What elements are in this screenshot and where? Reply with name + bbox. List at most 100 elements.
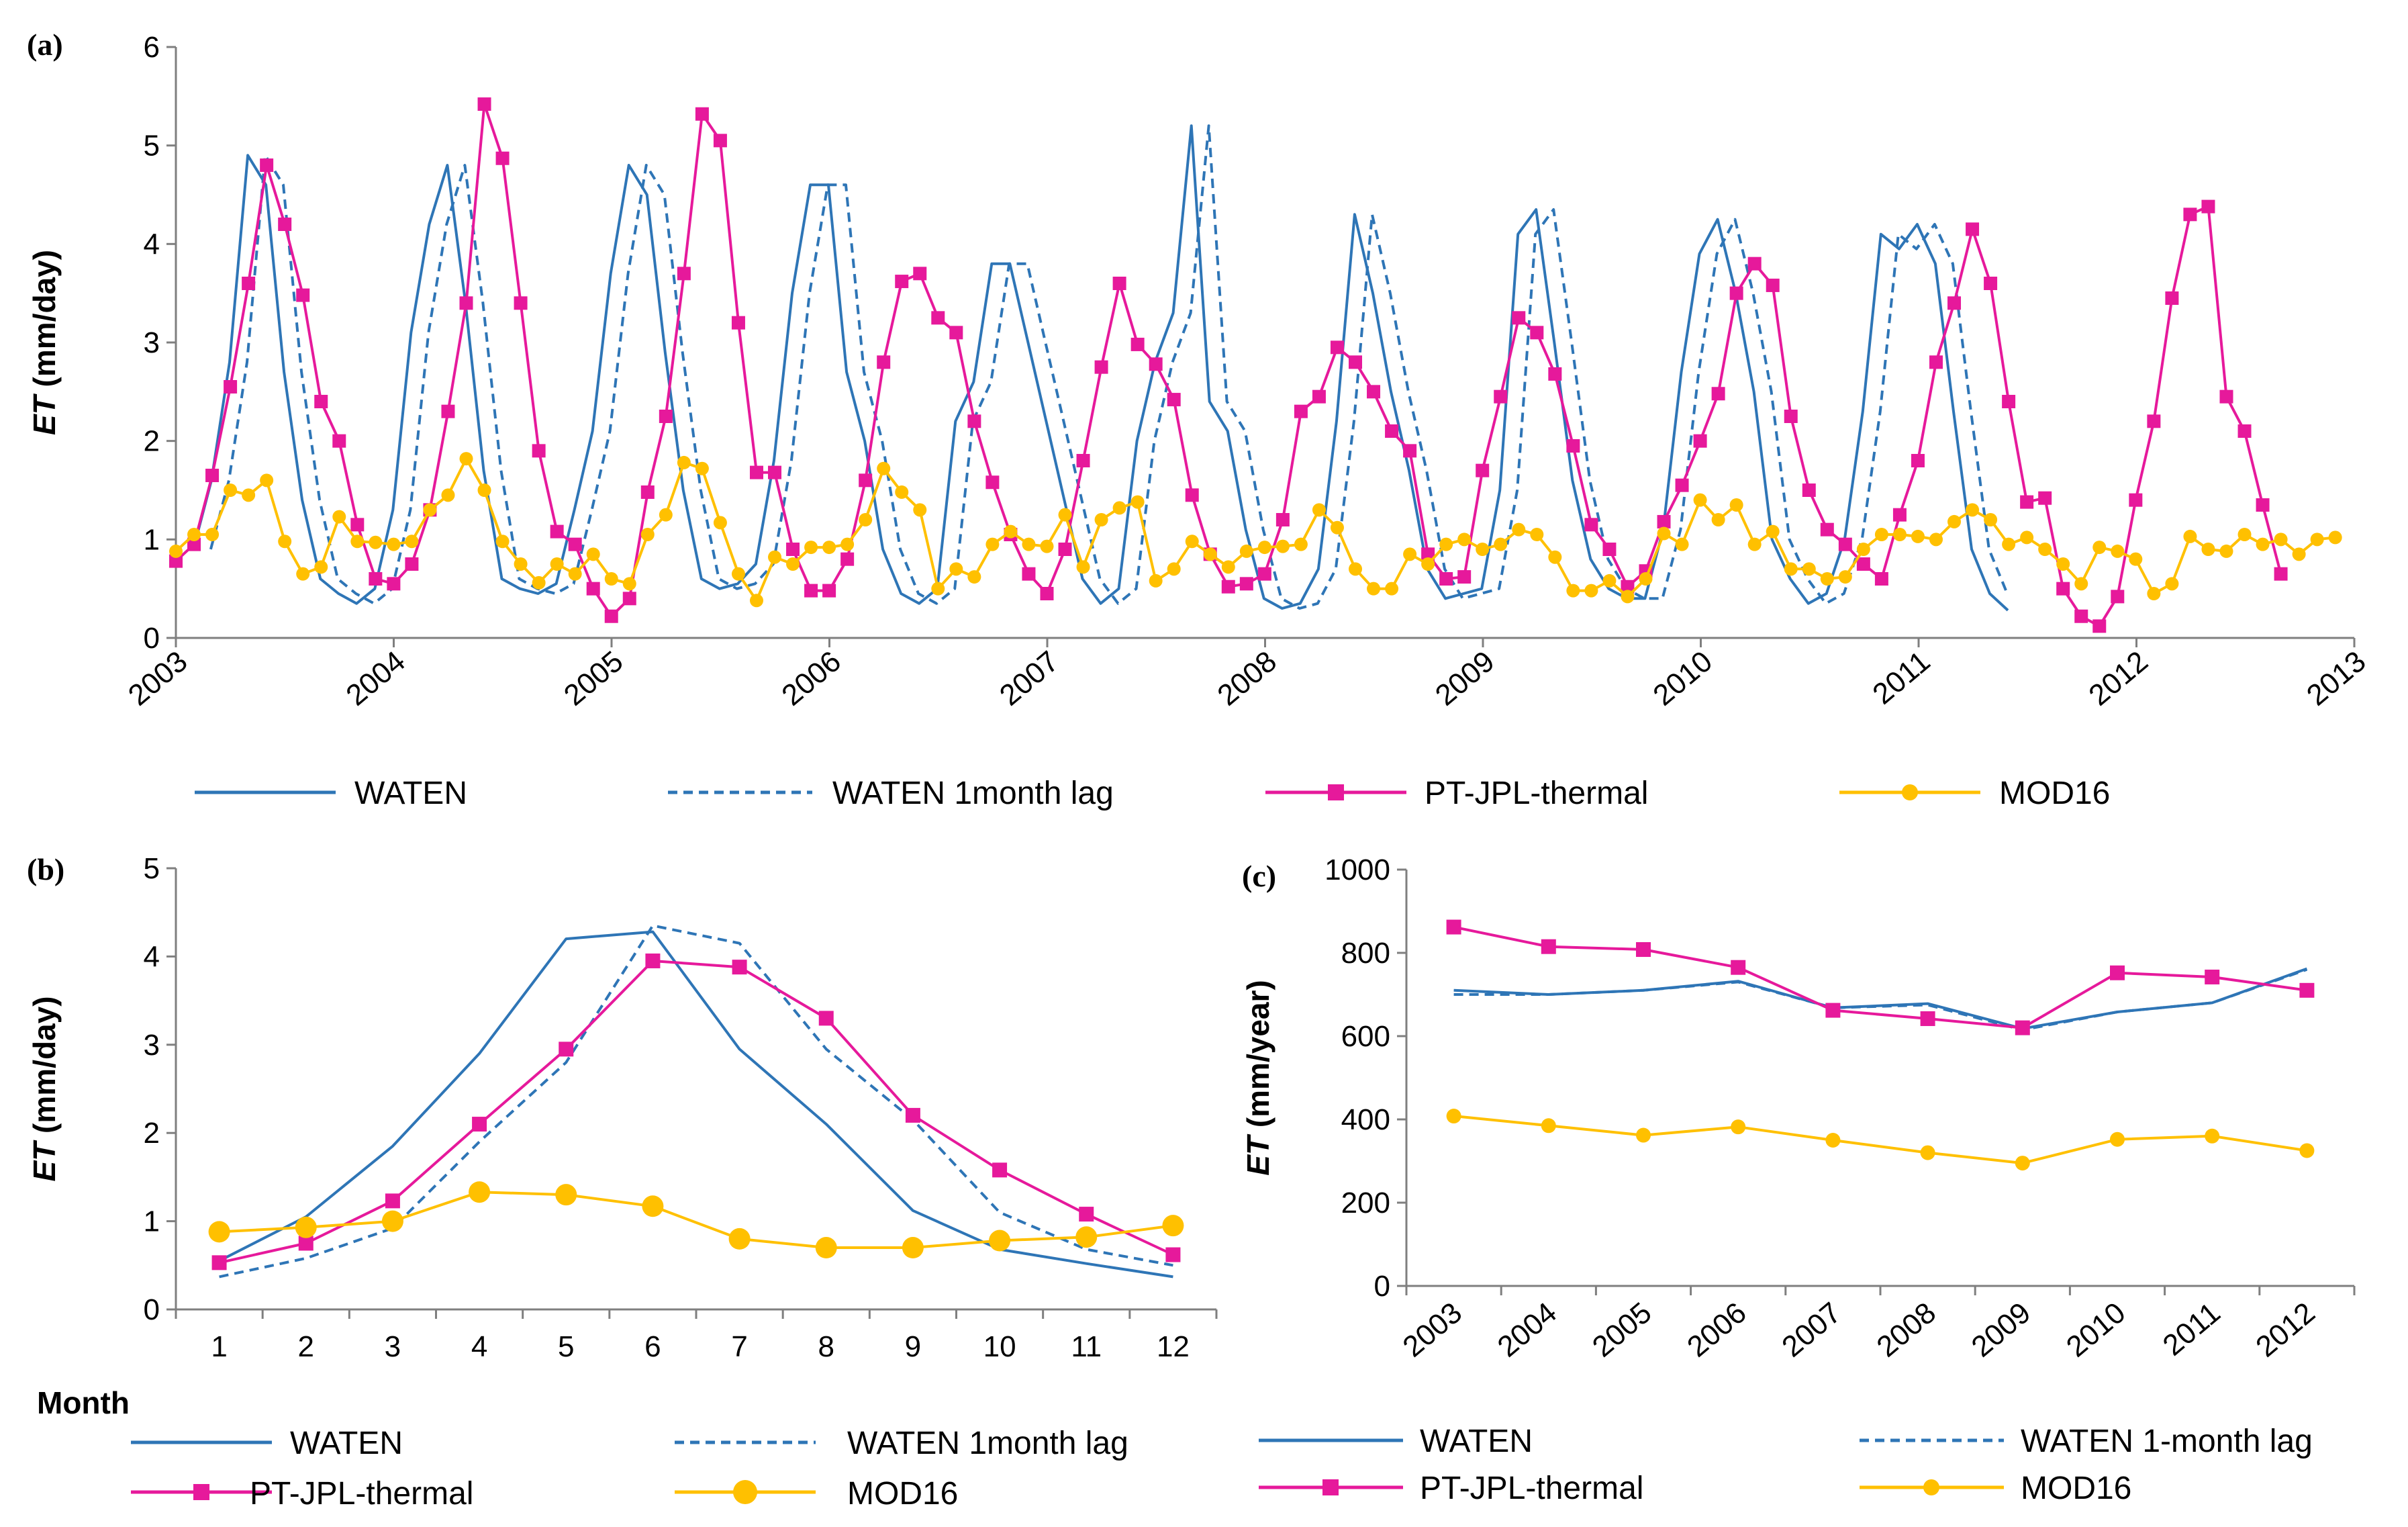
series-line-mod16 [1453,1115,2307,1165]
ptjpl-point [472,1117,487,1132]
ptjpl-point [1385,424,1399,438]
x-tick-label: 2004 [340,645,411,712]
mod16-point [1367,582,1381,596]
ptjpl-point [1566,439,1580,453]
y-tick-label: 4 [144,228,160,261]
x-tick-label: 7 [731,1330,747,1363]
mod16-point [2183,529,2197,543]
ptjpl-point [659,410,673,423]
mod16-point [822,541,836,555]
ptjpl-point [1349,355,1363,369]
y-tick-label: 1 [144,1205,160,1238]
mod16-point [1784,562,1798,576]
ptjpl-point [1439,572,1453,586]
ptjpl-point [1675,478,1689,492]
mod16-point [296,567,310,581]
ptjpl-point [187,537,201,551]
ptjpl-point [1966,222,1980,236]
ptjpl-point [1275,513,1290,526]
ptjpl-point [2110,965,2125,980]
ptjpl-point [1312,389,1326,404]
mod16-point [1512,522,1526,537]
ptjpl-point [2165,291,2179,305]
mod16-point [1162,1215,1184,1237]
mod16-point [1920,1145,1935,1160]
mod16-point [1075,1226,1098,1248]
ptjpl-point [2256,498,2270,512]
mod16-point [640,528,655,541]
mod16-point [1856,543,1870,556]
x-tick-label: 2009 [1966,1296,2037,1363]
mod16-point [2219,544,2233,558]
mod16-point [989,1230,1011,1252]
mod16-point [2299,1143,2315,1158]
ptjpl-point [640,485,655,499]
mod16-point [985,537,1000,551]
panel-a-tag: (a) [27,28,63,62]
ptjpl-point [1802,483,1816,497]
ptjpl-point [1548,367,1562,381]
ptjpl-point [1330,340,1344,355]
mod16-point [1058,508,1072,522]
mod16-point [840,537,855,551]
mod16-point [350,535,365,549]
mod16-point [2165,577,2179,591]
ptjpl-point [822,584,836,598]
y-tick-label: 0 [1374,1270,1390,1303]
mod16-point [2292,547,2306,561]
ptjpl-point [2002,395,2016,408]
ptjpl-point [2274,567,2288,581]
ptjpl-point [2020,495,2034,509]
mod16-point [949,562,963,576]
mod16-point [931,582,945,596]
ptjpl-point [1984,277,1998,290]
mod16-point [2111,544,2125,558]
panel-a-legend: WATEN WATEN 1month lag PT-JPL-thermal MO… [195,776,2110,811]
ptjpl-point [1457,570,1472,584]
mod16-point [1747,537,1762,551]
series-line-pt-jpl-thermal [219,960,1174,1264]
ptjpl-point [1294,404,1308,418]
legend-ptjpl-marker [1328,784,1344,800]
ptjpl-point [677,267,691,281]
series-line-waten-1month-lag [219,924,1173,1279]
ptjpl-point [2299,982,2315,998]
mod16-point [695,461,709,475]
mod16-point [1639,572,1653,586]
mod16-point [1239,544,1253,558]
mod16-point [1312,503,1326,517]
mod16-point [804,541,818,555]
mod16-point [2110,1131,2125,1147]
ptjpl-point [804,584,818,598]
mod16-point [1731,1119,1746,1135]
ptjpl-point [2111,590,2125,604]
panel-a-timeseries-chart: (a) 0 1 2 3 4 5 6 ET (mm/day) 2003 2004 2005 2006 20… [27,28,2372,811]
x-tick-label: 2003 [1397,1296,1468,1363]
x-tick-label: 2011 [2157,1296,2227,1362]
ptjpl-point [2147,414,2161,428]
panel-b-legend: WATEN WATEN 1month lag PT-JPL-thermal MO… [131,1426,1128,1512]
ptjpl-point [2201,199,2215,214]
ptjpl-point [1820,522,1834,537]
y-axis-label: ET (mm/year) [1241,980,1275,1175]
mod16-point [1874,528,1888,541]
x-tick-label: 2005 [1586,1296,1657,1363]
ptjpl-point [1874,572,1888,586]
ptjpl-point [1856,557,1870,571]
mod16-point [1584,584,1598,598]
ptjpl-point [1058,543,1072,556]
ptjpl-point [1403,444,1417,458]
mod16-point [332,510,346,524]
x-tick-label: 2006 [1681,1296,1752,1363]
ptjpl-point [441,404,455,418]
legend-c-mod16-label: MOD16 [2021,1471,2131,1506]
ptjpl-point [1929,355,1943,369]
mod16-point [1657,526,1671,541]
mod16-point [405,535,419,549]
mod16-point [1711,513,1725,526]
legend-waten-lag-label: WATEN 1month lag [832,776,1114,811]
x-tick-label: 2006 [775,645,847,712]
mod16-point [1203,547,1217,561]
